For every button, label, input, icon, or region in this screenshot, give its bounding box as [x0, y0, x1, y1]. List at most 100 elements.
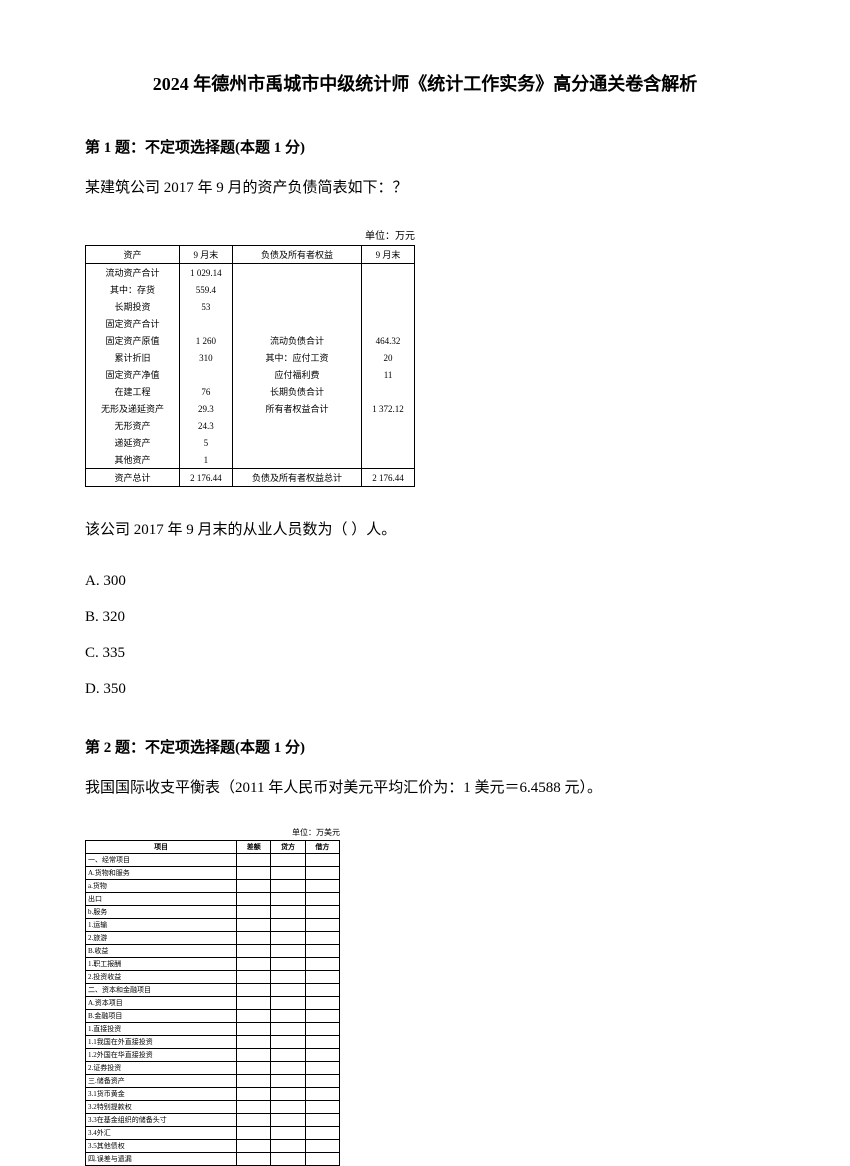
cell: [305, 919, 339, 932]
cell: [305, 854, 339, 867]
cell: 出口: [86, 893, 237, 906]
cell: [237, 984, 271, 997]
q1-option-d: D. 350: [85, 677, 765, 701]
cell: [271, 1114, 305, 1127]
cell: [305, 945, 339, 958]
cell: 固定资产原值: [86, 332, 180, 349]
cell: [305, 880, 339, 893]
cell: 资产总计: [86, 469, 180, 487]
cell: B.收益: [86, 945, 237, 958]
cell: [305, 1140, 339, 1153]
cell: [305, 932, 339, 945]
cell: [180, 315, 233, 332]
q2-table-wrapper: 单位：万美元 项目 差额 贷方 借方 一、经常项目A.货物和服务a.货物出口b.…: [85, 827, 765, 1166]
cell: 1.运输: [86, 919, 237, 932]
cell: [237, 1075, 271, 1088]
cell: [305, 867, 339, 880]
cell: [271, 1023, 305, 1036]
cell: [271, 997, 305, 1010]
cell: [305, 1153, 339, 1166]
cell: [362, 417, 415, 469]
q2-th: 项目: [86, 841, 237, 854]
cell: 四.误差与遗漏: [86, 1153, 237, 1166]
q2-th: 借方: [305, 841, 339, 854]
q1-option-a: A. 300: [85, 569, 765, 593]
cell: 1 260: [180, 332, 233, 349]
cell: 53: [180, 298, 233, 315]
cell: 流动资产合计: [86, 264, 180, 282]
cell: 2 176.44: [180, 469, 233, 487]
cell: [237, 958, 271, 971]
cell: 长期投资: [86, 298, 180, 315]
cell: A.资本项目: [86, 997, 237, 1010]
cell: [305, 1062, 339, 1075]
q1-table: 资产 9 月末 负债及所有者权益 9 月末 流动资产合计1 029.14 其中：…: [85, 245, 415, 487]
cell: [237, 945, 271, 958]
cell: [232, 264, 361, 333]
cell: 一、经常项目: [86, 854, 237, 867]
cell: [271, 880, 305, 893]
cell: [237, 854, 271, 867]
q1-text: 某建筑公司 2017 年 9 月的资产负债简表如下：？: [85, 175, 765, 202]
cell: [237, 1062, 271, 1075]
cell: 5: [180, 434, 233, 451]
cell: [271, 867, 305, 880]
cell: 累计折旧: [86, 349, 180, 366]
cell: 负债及所有者权益总计: [232, 469, 361, 487]
cell: [305, 1114, 339, 1127]
question-2: 第 2 题：不定项选择题(本题 1 分) 我国国际收支平衡表（2011 年人民币…: [85, 736, 765, 1166]
q1-th: 负债及所有者权益: [232, 246, 361, 264]
cell: b.服务: [86, 906, 237, 919]
q2-table-unit: 单位：万美元: [85, 827, 340, 838]
q2-table: 项目 差额 贷方 借方 一、经常项目A.货物和服务a.货物出口b.服务1.运输2…: [85, 840, 340, 1166]
cell: 1.职工报酬: [86, 958, 237, 971]
q2-th: 差额: [237, 841, 271, 854]
cell: 固定资产净值: [86, 366, 180, 383]
q1-sub-question: 该公司 2017 年 9 月末的从业人员数为（ ）人。: [85, 517, 765, 544]
cell: 559.4: [180, 281, 233, 298]
q1-header: 第 1 题：不定项选择题(本题 1 分): [85, 136, 765, 157]
cell: 2.旅游: [86, 932, 237, 945]
cell: 3.1货币黄金: [86, 1088, 237, 1101]
cell: [237, 971, 271, 984]
cell: [237, 1036, 271, 1049]
cell: [237, 1101, 271, 1114]
q2-text: 我国国际收支平衡表（2011 年人民币对美元平均汇价为：1 美元＝6.4588 …: [85, 775, 765, 802]
cell: [271, 1010, 305, 1023]
cell: [305, 1023, 339, 1036]
q1-table-wrapper: 单位：万元 资产 9 月末 负债及所有者权益 9 月末 流动资产合计1 029.…: [85, 227, 765, 487]
cell: [271, 919, 305, 932]
cell: [271, 1088, 305, 1101]
cell: [237, 932, 271, 945]
cell: 所有者权益合计: [232, 400, 361, 417]
page-title: 2024 年德州市禹城市中级统计师《统计工作实务》高分通关卷含解析: [85, 70, 765, 96]
cell: [305, 971, 339, 984]
cell: 2.证券投资: [86, 1062, 237, 1075]
cell: [271, 945, 305, 958]
q1-th: 9 月末: [362, 246, 415, 264]
cell: [271, 1101, 305, 1114]
cell: 二、资本和金融项目: [86, 984, 237, 997]
cell: 3.3在基金组织的储备头寸: [86, 1114, 237, 1127]
cell: 1.1我国在外直接投资: [86, 1036, 237, 1049]
cell: 76: [180, 383, 233, 400]
cell: 固定资产合计: [86, 315, 180, 332]
cell: 1 029.14: [180, 264, 233, 282]
cell: [305, 1010, 339, 1023]
cell: [271, 1127, 305, 1140]
q1-th: 9 月末: [180, 246, 233, 264]
cell: 其他资产: [86, 451, 180, 469]
cell: [271, 1075, 305, 1088]
cell: 3.4外汇: [86, 1127, 237, 1140]
cell: [237, 1049, 271, 1062]
cell: 3.5其他债权: [86, 1140, 237, 1153]
q2-header: 第 2 题：不定项选择题(本题 1 分): [85, 736, 765, 757]
cell: 20: [362, 349, 415, 366]
q1-option-c: C. 335: [85, 641, 765, 665]
cell: [305, 1075, 339, 1088]
cell: 1 372.12: [362, 400, 415, 417]
cell: 应付福利费: [232, 366, 361, 383]
cell: [362, 264, 415, 333]
cell: [237, 919, 271, 932]
cell: [305, 1101, 339, 1114]
